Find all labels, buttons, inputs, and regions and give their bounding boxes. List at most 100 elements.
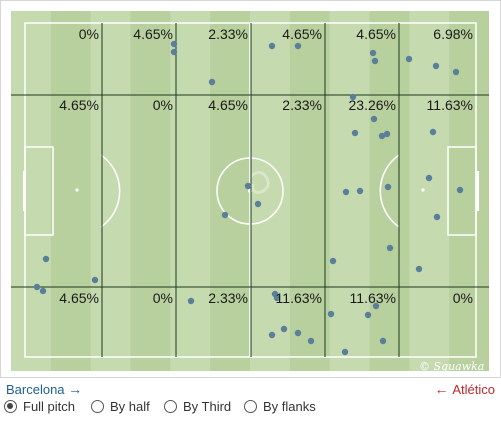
radio-indicator[interactable]: [91, 400, 104, 413]
grass-stripe: [130, 11, 171, 371]
shot-marker: [329, 257, 337, 265]
zone-percentage: 2.33%: [208, 26, 248, 42]
zone-percentage: 4.65%: [133, 26, 173, 42]
shot-marker: [372, 302, 380, 310]
right-penalty-arc: [379, 154, 400, 228]
shot-marker: [254, 200, 262, 208]
radio-label: By flanks: [263, 399, 316, 414]
left-penalty-arc: [100, 154, 121, 228]
shot-marker: [221, 211, 229, 219]
shot-marker: [456, 186, 464, 194]
shot-marker: [208, 78, 216, 86]
radio-by-third[interactable]: By Third: [164, 399, 231, 414]
radio-full-pitch[interactable]: Full pitch: [4, 399, 75, 414]
team-direction-row: Barcelona → ← Atlético: [0, 379, 501, 399]
zone-percentage: 0%: [79, 26, 99, 42]
shot-marker: [378, 132, 386, 140]
shot-marker: [384, 183, 392, 191]
pitch-map: 0% 4.65% 2.33% 4.65% 4.65% 6.98% 4.65% 0% 4.65% 2…: [11, 11, 489, 373]
shot-marker: [405, 55, 413, 63]
zone-percentage: 4.65%: [59, 290, 99, 306]
shot-marker: [307, 337, 315, 345]
grass-stripe: [449, 11, 489, 371]
shot-marker: [349, 93, 357, 101]
zone-percentage: 11.63%: [276, 290, 322, 306]
shot-marker: [327, 310, 335, 318]
away-team-name: Atlético: [452, 382, 495, 397]
shot-marker: [351, 129, 359, 137]
right-goal: [476, 171, 479, 211]
radio-indicator[interactable]: [4, 400, 17, 413]
home-team-name: Barcelona: [6, 382, 65, 397]
shot-marker: [187, 297, 195, 305]
radio-indicator[interactable]: [244, 400, 257, 413]
radio-by-flanks[interactable]: By flanks: [244, 399, 316, 414]
radio-by-half[interactable]: By half: [91, 399, 150, 414]
shot-marker: [364, 311, 372, 319]
zone-grid: [11, 23, 489, 357]
shot-marker: [244, 182, 252, 190]
away-team-link[interactable]: ← Atlético: [434, 381, 495, 397]
squawka-logo-icon: [250, 171, 270, 194]
shot-marker: [294, 329, 302, 337]
shot-marker: [369, 49, 377, 57]
left-penalty-spot: [75, 188, 79, 192]
squawka-watermark: © Squawka: [419, 360, 484, 373]
grass-stripe: [369, 11, 410, 371]
shot-marker: [415, 265, 423, 273]
shot-marker: [33, 283, 41, 291]
zone-percentage: 4.65%: [356, 26, 396, 42]
zone-percentage: 11.63%: [350, 290, 396, 306]
shot-marker: [379, 337, 387, 345]
left-goal: [23, 171, 26, 211]
shot-marker: [268, 331, 276, 339]
shot-marker: [432, 62, 440, 70]
zone-percentages: 0% 4.65% 2.33% 4.65% 4.65% 6.98% 4.65% 0% 4.65% 2…: [59, 26, 473, 306]
view-mode-radio-group: Full pitch By half By Third By flanks: [4, 399, 494, 419]
radio-label: By half: [110, 399, 150, 414]
shot-marker: [429, 128, 437, 136]
shot-marker: [370, 115, 378, 123]
zone-percentage: 23.26%: [349, 97, 396, 113]
zone-percentage: 2.33%: [282, 97, 322, 113]
shot-markers: [33, 40, 464, 356]
shot-marker: [273, 294, 281, 302]
grass-stripe: [289, 11, 330, 371]
arrow-left-icon: ←: [434, 381, 453, 397]
zone-percentage: 0%: [453, 290, 473, 306]
shot-marker: [386, 244, 394, 252]
shot-marker: [356, 187, 364, 195]
home-team-link[interactable]: Barcelona →: [6, 381, 82, 397]
centre-circle: [216, 157, 284, 225]
shot-marker: [452, 68, 460, 76]
zone-percentage: 0%: [153, 290, 173, 306]
zone-percentage: 4.65%: [59, 97, 99, 113]
shot-marker: [371, 57, 379, 65]
shot-marker: [268, 42, 276, 50]
shot-marker: [342, 188, 350, 196]
zone-percentage: 4.65%: [208, 97, 248, 113]
zone-percentage: 11.63%: [427, 97, 473, 113]
zone-percentage: 6.98%: [433, 26, 473, 42]
shot-marker: [433, 213, 441, 221]
shot-marker: [280, 325, 288, 333]
grass-stripe: [210, 11, 250, 371]
radio-indicator[interactable]: [164, 400, 177, 413]
shot-marker: [383, 130, 391, 138]
shot-marker: [425, 174, 433, 182]
shot-marker: [170, 40, 178, 48]
grass-stripe: [50, 11, 91, 371]
shot-marker: [39, 287, 47, 295]
right-penalty-spot: [421, 188, 425, 192]
pitch-widget: 0% 4.65% 2.33% 4.65% 4.65% 6.98% 4.65% 0% 4.65% 2…: [0, 0, 501, 378]
shot-marker: [91, 276, 99, 284]
shot-marker: [341, 348, 349, 356]
zone-percentage: 2.33%: [208, 290, 248, 306]
zone-percentage: 4.65%: [282, 26, 322, 42]
shot-marker: [294, 42, 302, 50]
shot-marker: [170, 48, 178, 56]
shot-marker: [42, 255, 50, 263]
radio-label: By Third: [183, 399, 232, 414]
zone-percentage: 0%: [153, 97, 173, 113]
radio-label: Full pitch: [23, 399, 76, 414]
